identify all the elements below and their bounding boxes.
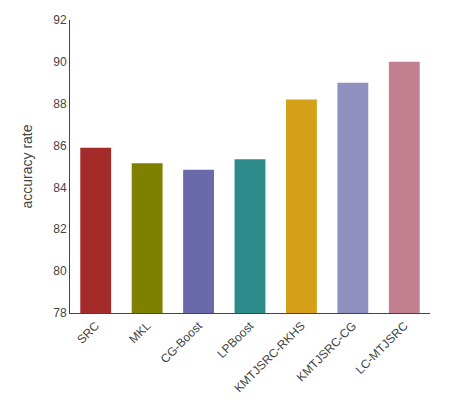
svg-text:84: 84 [53, 181, 67, 195]
svg-text:accuracy rate: accuracy rate [19, 124, 35, 208]
svg-text:78: 78 [53, 306, 67, 320]
svg-text:LC-MTJSRC: LC-MTJSRC [353, 319, 411, 377]
svg-text:KMTJSRC-CG: KMTJSRC-CG [294, 319, 360, 385]
svg-text:MKL: MKL [126, 319, 154, 347]
svg-text:82: 82 [53, 222, 67, 236]
svg-text:88: 88 [53, 97, 67, 111]
svg-text:90: 90 [53, 55, 67, 69]
svg-text:92: 92 [53, 13, 67, 27]
svg-text:SRC: SRC [74, 319, 102, 347]
svg-text:LPBoost: LPBoost [214, 318, 256, 360]
svg-text:CG-Boost: CG-Boost [158, 318, 206, 366]
svg-text:KMTJSRC-RKHS: KMTJSRC-RKHS [231, 319, 307, 395]
svg-text:80: 80 [53, 264, 67, 278]
svg-text:86: 86 [53, 139, 67, 153]
